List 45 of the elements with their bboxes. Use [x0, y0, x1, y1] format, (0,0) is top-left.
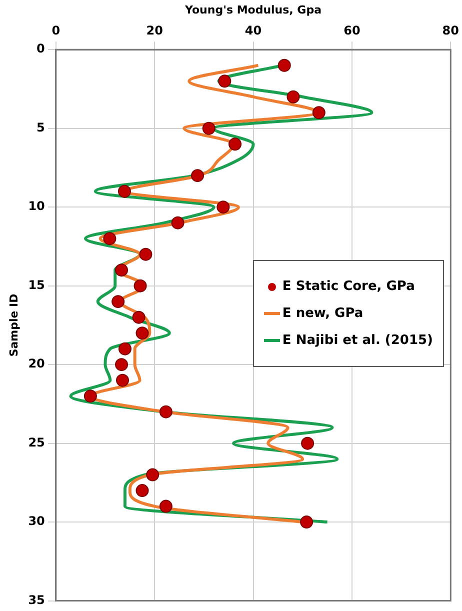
point: [84, 390, 97, 403]
point: [159, 500, 172, 513]
x-tick-label: 80: [442, 24, 459, 38]
point: [112, 295, 125, 308]
point: [103, 232, 116, 246]
point: [132, 310, 146, 324]
point: [115, 358, 128, 372]
point: [116, 374, 130, 387]
point: [286, 90, 300, 104]
y-tick-label: 35: [28, 592, 45, 607]
point: [118, 342, 132, 356]
point: [202, 122, 216, 135]
point: [171, 216, 184, 230]
legend-label: E new, GPa: [282, 306, 364, 321]
x-tick-label: 20: [146, 24, 163, 38]
point: [191, 169, 204, 182]
point: [159, 405, 172, 418]
point: [216, 200, 230, 214]
point: [278, 58, 291, 72]
point: [115, 264, 128, 277]
point: [134, 279, 147, 292]
y-axis-title: Sample ID: [7, 294, 20, 357]
point: [300, 516, 314, 529]
point: [146, 468, 160, 482]
point: [139, 248, 152, 261]
point: [312, 106, 326, 120]
y-tick-label: 5: [36, 120, 45, 134]
point: [301, 436, 314, 450]
point: [218, 74, 232, 88]
x-tick-label: 40: [244, 24, 262, 38]
point: [228, 138, 242, 151]
x-axis-title: Young's Modulus, Gpa: [184, 3, 322, 16]
y-tick-label: 0: [36, 42, 45, 56]
legend-label: E Static Core, GPa: [282, 279, 415, 294]
point: [136, 484, 149, 498]
x-tick-label: 60: [344, 24, 360, 38]
legend-label: E Najibi et al. (2015): [282, 333, 433, 348]
y-tick-label: 20: [28, 356, 45, 371]
y-tick-label: 10: [28, 199, 45, 214]
y-tick-label: 30: [28, 514, 45, 528]
y-tick-label: 15: [28, 278, 45, 292]
x-tick-label: 0: [52, 24, 60, 38]
y-tick-label: 25: [28, 435, 45, 450]
point: [118, 184, 131, 198]
point: [136, 326, 149, 340]
